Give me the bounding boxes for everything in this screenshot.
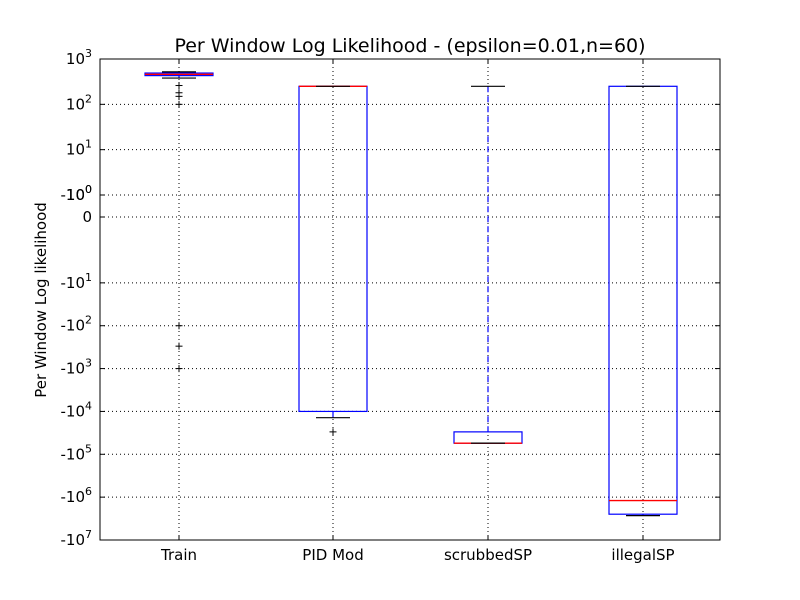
y-tick-exponent: 7 (85, 528, 92, 541)
y-tick-exponent: 0 (85, 183, 92, 196)
y-tick-base: 10 (66, 186, 85, 204)
y-tick-base: -10 (61, 186, 86, 204)
y-tick-label: -103 (61, 357, 93, 378)
y-tick-label: 103 (66, 47, 92, 68)
y-tick-exponent: 3 (85, 357, 92, 370)
y-tick-label: -106 (61, 485, 93, 506)
box-scrubbedsp (453, 85, 523, 444)
y-tick-label: -107 (61, 528, 93, 549)
y-axis: 1031021011000-100-101-102-103-104-105-10… (61, 47, 720, 549)
box-illegalsp (608, 85, 678, 517)
y-tick-base: 10 (66, 95, 85, 113)
y-tick-exponent: 5 (85, 442, 92, 455)
box-pid-mod (298, 85, 368, 436)
x-tick-label: PID Mod (302, 546, 363, 564)
y-tick-exponent: 2 (85, 92, 92, 105)
y-tick-base: -10 (61, 360, 86, 378)
y-tick-base: -10 (61, 488, 86, 506)
outlier-marker (175, 92, 183, 100)
y-tick-label: -102 (61, 314, 93, 335)
y-tick-exponent: 1 (85, 271, 92, 284)
y-tick-label: 102 (66, 92, 92, 113)
x-axis: Train PID Mod scrubbedSP illegalSP (160, 59, 675, 564)
outlier-marker (329, 428, 337, 436)
y-tick-base: -10 (61, 274, 86, 292)
y-tick-label: 0 (82, 208, 92, 226)
axes-frame (99, 58, 721, 541)
y-tick-label: -105 (61, 442, 93, 463)
plot-area (144, 71, 678, 517)
outlier-marker (175, 342, 183, 350)
y-tick-exponent: 3 (85, 47, 92, 60)
y-tick-exponent: 4 (85, 399, 92, 412)
y-tick-label: 100 (66, 183, 92, 204)
y-tick-base: -10 (61, 531, 86, 549)
chart-title: Per Window Log Likelihood - (epsilon=0.0… (174, 35, 645, 57)
x-tick-label: illegalSP (611, 546, 674, 564)
x-tick-label: Train (160, 546, 197, 564)
y-tick-label: -104 (61, 399, 93, 420)
y-tick-label: -101 (61, 271, 93, 292)
y-tick-exponent: 0 (85, 183, 92, 196)
y-tick-base: -10 (61, 317, 86, 335)
y-axis-label: Per Window Log likelihood (32, 202, 50, 398)
outlier-marker (175, 100, 183, 108)
y-tick-label: -100 (61, 183, 93, 204)
outlier-marker (175, 82, 183, 90)
y-tick-exponent: 2 (85, 314, 92, 327)
y-tick-exponent: 6 (85, 485, 92, 498)
y-tick-base: 0 (82, 208, 92, 226)
x-tick-label: scrubbedSP (444, 546, 532, 564)
y-tick-label: 101 (66, 138, 92, 159)
y-tick-base: -10 (61, 402, 86, 420)
box-train (144, 71, 214, 373)
y-tick-base: -10 (61, 445, 86, 463)
y-tick-exponent: 1 (85, 138, 92, 151)
y-tick-base: 10 (66, 141, 85, 159)
outlier-marker (175, 365, 183, 373)
y-tick-base: 10 (66, 50, 85, 68)
outlier-marker (175, 322, 183, 330)
